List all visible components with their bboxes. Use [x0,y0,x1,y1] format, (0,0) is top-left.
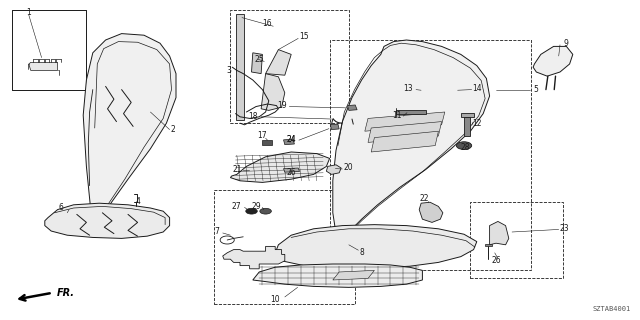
Circle shape [236,59,244,63]
Text: 10: 10 [270,295,280,304]
Polygon shape [262,140,272,145]
Polygon shape [490,221,509,245]
Circle shape [260,208,271,214]
Text: 6: 6 [58,204,63,212]
Text: 5: 5 [533,85,538,94]
Text: 22: 22 [420,194,429,203]
Polygon shape [533,46,573,76]
Text: 25: 25 [254,55,264,64]
Bar [470,202,563,278]
Text: 24: 24 [286,135,296,144]
Bar [214,190,355,304]
Polygon shape [365,112,445,131]
Polygon shape [419,202,443,222]
Text: 2: 2 [170,125,175,134]
Polygon shape [485,244,492,246]
Circle shape [246,208,257,214]
Bar [12,10,86,90]
Text: 26: 26 [491,256,501,265]
Polygon shape [326,165,341,174]
Text: 28: 28 [461,143,470,152]
Bar [12,10,86,90]
Polygon shape [252,53,262,74]
Polygon shape [284,168,300,172]
Circle shape [456,142,472,149]
Text: 13: 13 [403,84,413,93]
Text: 7: 7 [214,228,219,236]
Polygon shape [83,34,176,230]
Text: 4: 4 [135,197,140,206]
Text: 12: 12 [472,119,481,128]
Polygon shape [284,139,294,145]
Circle shape [236,68,244,72]
Polygon shape [348,105,357,110]
Polygon shape [333,270,374,280]
Polygon shape [223,246,285,269]
Polygon shape [275,225,477,268]
Polygon shape [230,152,330,182]
Text: 9: 9 [564,39,569,48]
Text: 21: 21 [232,165,241,174]
Polygon shape [464,117,470,136]
Bar [330,40,531,270]
Circle shape [236,88,244,92]
Polygon shape [330,124,339,130]
Text: 14: 14 [472,84,482,93]
Text: 23: 23 [559,224,570,233]
Text: 17: 17 [257,132,268,140]
Polygon shape [45,203,170,238]
Text: 24: 24 [286,135,296,144]
Text: 27: 27 [232,202,242,211]
Text: 18: 18 [248,112,257,121]
Text: 20: 20 [344,164,354,172]
Bar [230,10,349,123]
Circle shape [236,78,244,82]
Polygon shape [266,50,291,75]
Text: 26: 26 [286,168,296,177]
Polygon shape [261,74,285,110]
Polygon shape [371,131,438,152]
Text: 3: 3 [227,66,232,75]
Polygon shape [396,110,426,114]
Polygon shape [333,40,490,245]
Text: SZTAB4001: SZTAB4001 [592,306,630,312]
Text: 11: 11 [392,111,401,120]
Text: 1: 1 [26,8,31,17]
Text: 16: 16 [262,20,272,28]
Text: 19: 19 [276,101,287,110]
Polygon shape [368,122,442,142]
Polygon shape [29,62,58,70]
Polygon shape [461,113,474,117]
Polygon shape [236,14,244,120]
Text: 8: 8 [359,248,364,257]
Text: 29: 29 [251,202,261,211]
Text: 15: 15 [299,32,309,41]
Text: FR.: FR. [56,288,74,299]
Polygon shape [253,264,422,287]
